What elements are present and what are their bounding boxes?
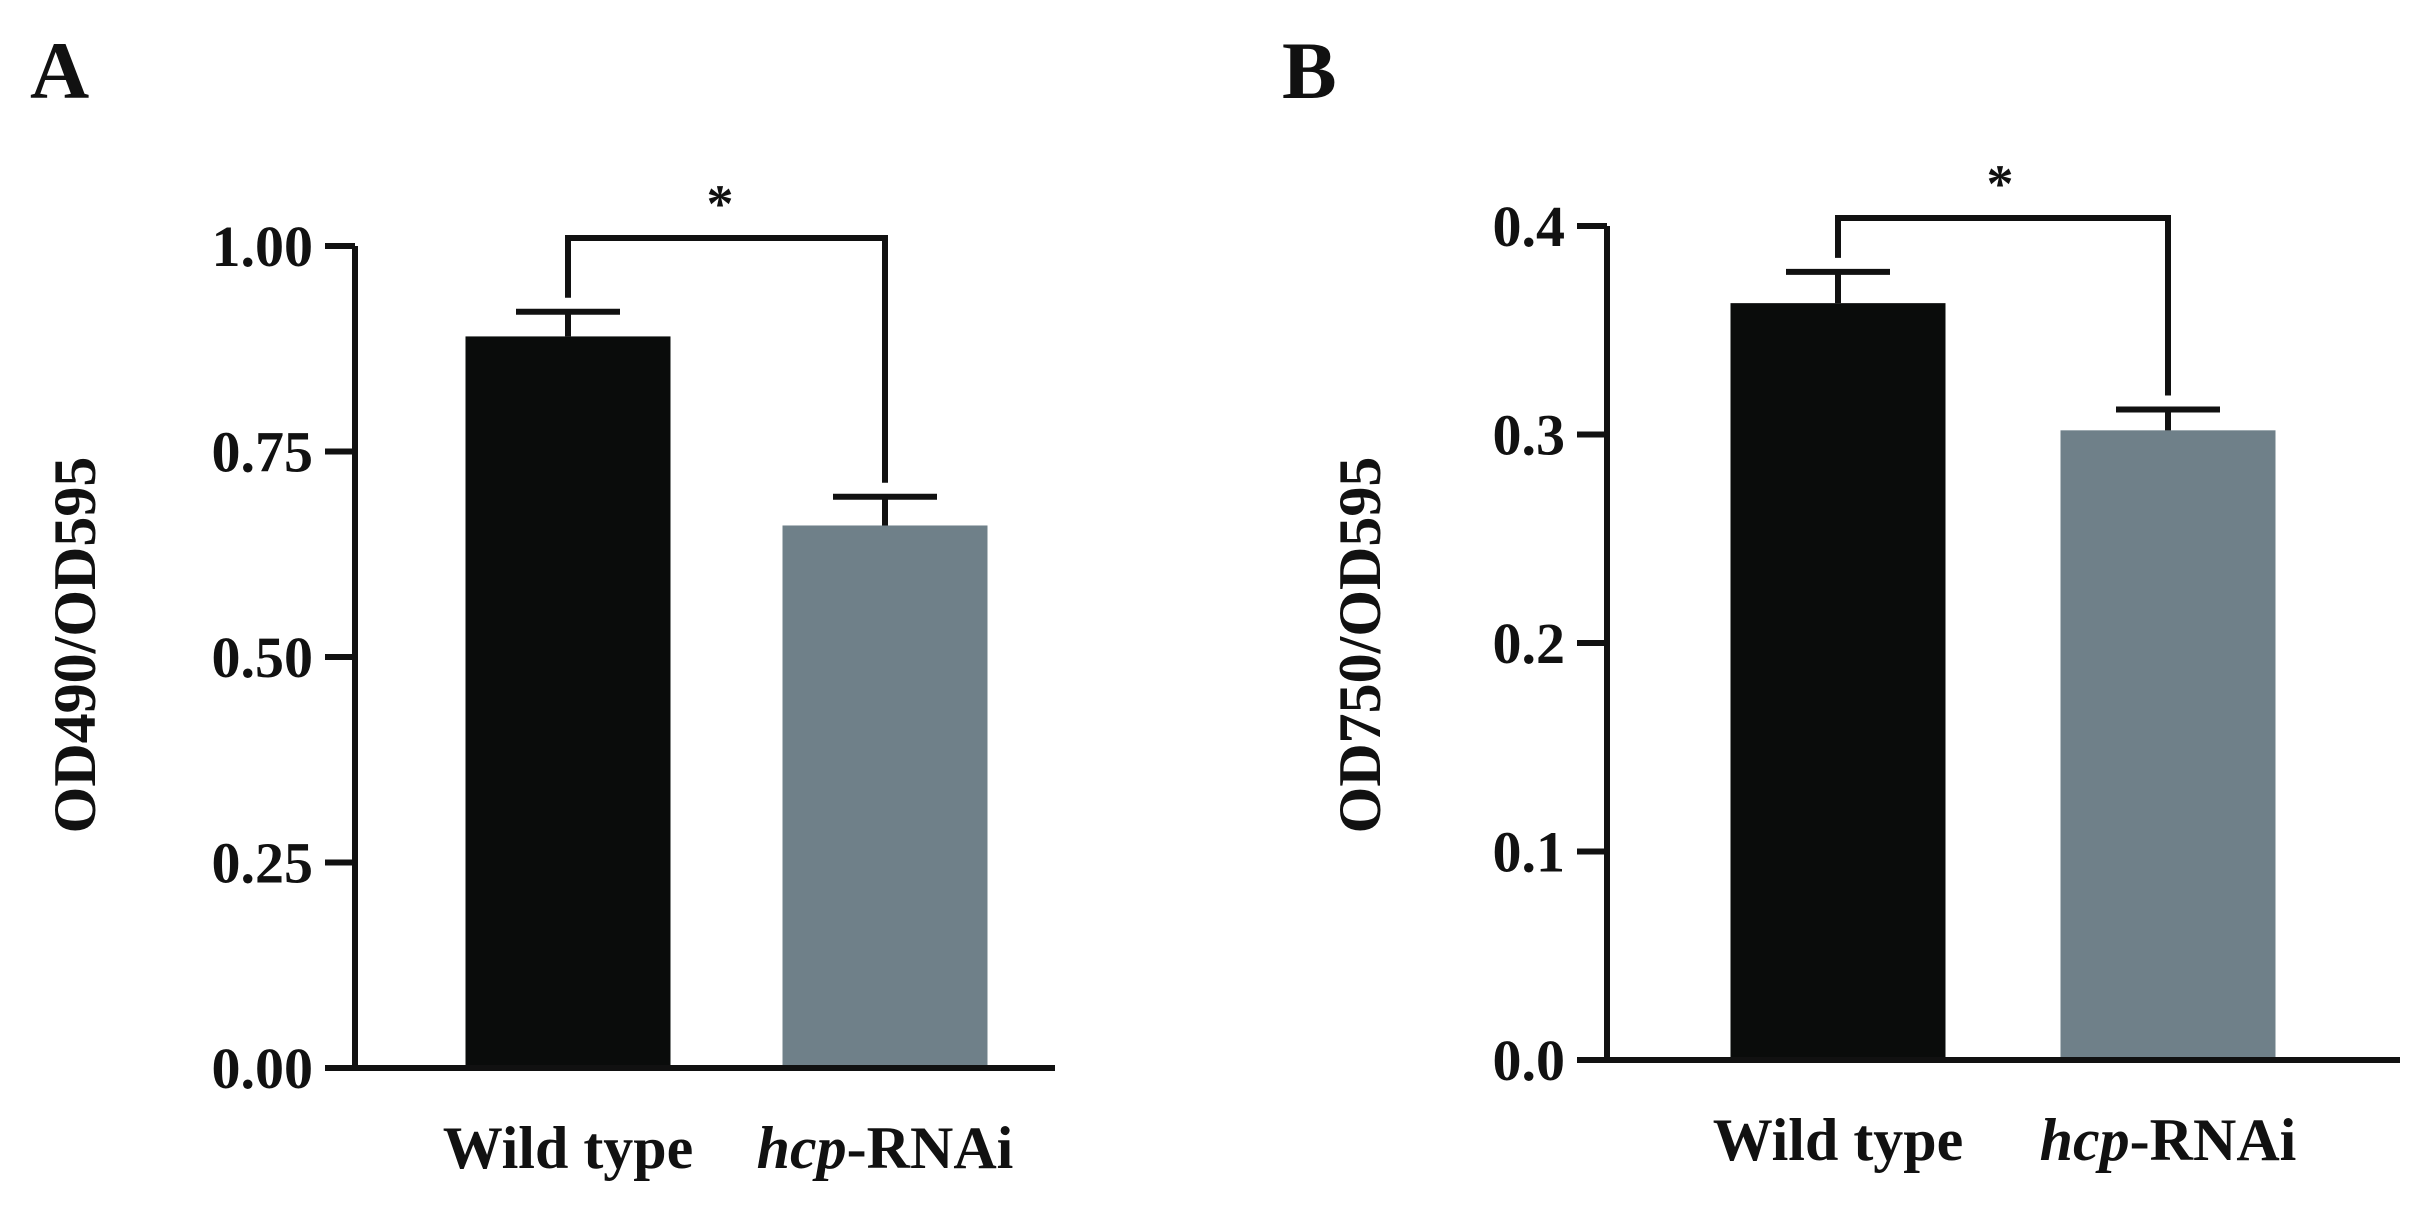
y-tick-label: 0.00 (212, 1036, 314, 1101)
y-tick-label: 0.4 (1493, 194, 1566, 259)
bar-wild-type (1730, 303, 1946, 1060)
y-tick-label: 0.1 (1493, 820, 1566, 885)
panel-letter: B (1282, 25, 1337, 116)
axes-frame (1604, 226, 2400, 1063)
panel-letter: A (30, 25, 89, 116)
panel-a: A OD490/OD595 0.00 0.25 0.50 0.75 1.00 * Wil… (30, 25, 1055, 1181)
category-label-wild-type: Wild type (1713, 1107, 1964, 1173)
significance-label: * (1987, 154, 2014, 214)
error-bar (833, 493, 937, 526)
y-tick-label: 0.25 (212, 831, 314, 896)
category-label-wild-type: Wild type (443, 1115, 694, 1181)
significance-bracket (565, 235, 888, 483)
bracket-line (565, 235, 888, 483)
error-bars (516, 308, 937, 526)
y-ticks: 0.00 0.25 0.50 0.75 1.00 (212, 214, 355, 1101)
y-axis-title: OD490/OD595 (42, 457, 108, 834)
error-bars (1786, 268, 2220, 431)
bar-hcp-rnai (782, 525, 988, 1068)
significance-bracket (1835, 215, 2171, 396)
y-tick-label: 0.0 (1493, 1028, 1566, 1093)
panel-b: B OD750/OD595 0.0 0.1 0.2 0.3 0.4 * Wild typ… (1282, 25, 2400, 1173)
y-tick-label: 0.3 (1493, 403, 1566, 468)
bar-wild-type (465, 336, 671, 1068)
error-bar (1786, 268, 1890, 304)
error-bar (516, 308, 620, 337)
y-ticks: 0.0 0.1 0.2 0.3 0.4 (1493, 194, 1607, 1093)
category-label-hcp-rnai: hcp-RNAi (757, 1115, 1014, 1181)
bar-hcp-rnai (2060, 430, 2276, 1061)
bracket-line (1835, 215, 2171, 396)
category-label-hcp-rnai: hcp-RNAi (2040, 1107, 2297, 1173)
y-tick-label: 0.2 (1493, 611, 1566, 676)
y-tick-label: 1.00 (212, 214, 314, 279)
bars (1730, 303, 2276, 1061)
bars (465, 336, 988, 1068)
axes-frame (352, 246, 1055, 1071)
y-tick-label: 0.50 (212, 625, 314, 690)
y-axis-title: OD750/OD595 (1327, 457, 1393, 834)
significance-label: * (707, 174, 734, 234)
y-tick-label: 0.75 (212, 420, 314, 485)
error-bar (2116, 406, 2220, 431)
